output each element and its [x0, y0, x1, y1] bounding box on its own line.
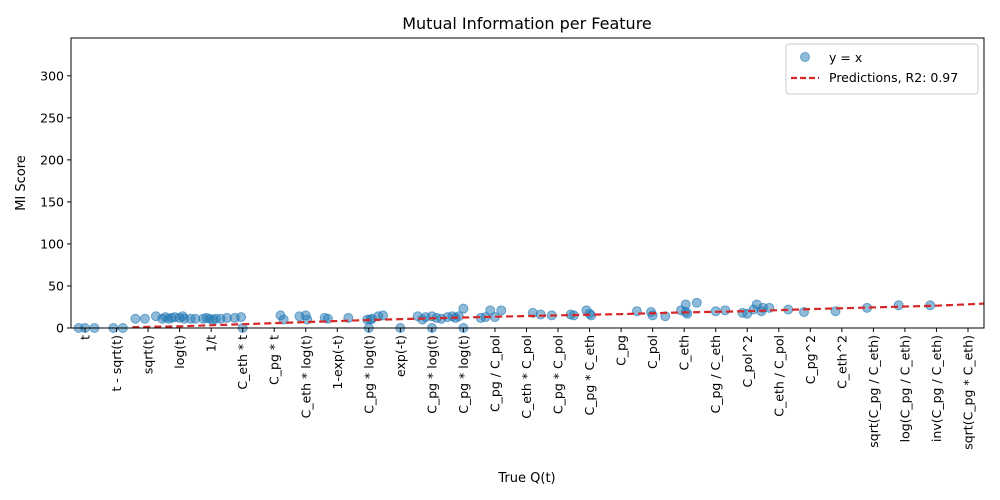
plot-marks: [73, 297, 985, 333]
x-tick-label: C_pg * log(t): [361, 335, 376, 414]
x-tick-label: C_eth / C_pol: [771, 335, 786, 417]
y-tick-label: 250: [40, 110, 64, 125]
scatter-point: [496, 305, 507, 316]
x-tick-label: 1-exp(-t): [330, 335, 345, 389]
scatter-point: [682, 308, 693, 319]
x-tick-label: C_eth * log(t): [298, 335, 313, 418]
scatter-point: [720, 305, 731, 316]
scatter-point: [535, 309, 546, 320]
x-tick-label: C_pg * C_pol: [551, 335, 566, 414]
x-tick-label: log(t): [172, 335, 187, 369]
legend-label-line: Predictions, R2: 0.97: [829, 70, 958, 85]
x-tick-label: C_pol: [645, 335, 660, 369]
scatter-point: [691, 297, 702, 308]
x-tick-label: log(C_pg / C_eth): [897, 335, 912, 442]
x-tick-label: C_pg / C_eth: [708, 335, 723, 414]
x-tick-label: t - sqrt(t): [109, 335, 124, 392]
x-tick-label: 1/t: [204, 335, 219, 352]
x-tick-label: C_pg * log(t): [456, 335, 471, 414]
prediction-line: [132, 302, 985, 329]
y-tick-label: 300: [40, 68, 64, 83]
x-tick-label: C_pol^2: [740, 335, 755, 387]
y-tick-label: 100: [40, 236, 64, 251]
x-tick-label: C_eth^2: [834, 335, 849, 389]
x-tick-label: sqrt(C_pg / C_eth): [866, 335, 881, 448]
y-axis-title: MI Score: [14, 155, 29, 211]
x-axis-title: True Q(t): [497, 471, 555, 486]
y-tick-label: 150: [40, 194, 64, 209]
plot-frame: [70, 37, 985, 329]
scatter-point: [680, 299, 691, 310]
y-axis: 0 50 100 150 200 250 300: [40, 68, 71, 336]
x-tick-label: C_pg / C_pol: [487, 335, 502, 412]
x-tick-label: sqrt(t): [141, 335, 156, 374]
chart-title: Mutual Information per Feature: [402, 14, 652, 33]
scatter-point: [485, 305, 496, 316]
x-axis: t t - sqrt(t) sqrt(t) log(t) 1/t C_eth * t C_p…: [78, 328, 976, 450]
x-tick-label: sqrt(C_pg * C_eth): [961, 335, 976, 450]
scatter-point: [139, 313, 150, 324]
x-tick-label: t: [78, 335, 93, 340]
x-tick-label: C_pg * t: [267, 335, 282, 385]
scatter-point: [130, 313, 141, 324]
y-tick-label: 0: [56, 321, 64, 336]
x-tick-label: C_pg: [614, 335, 629, 366]
x-tick-label: C_pg * C_eth: [582, 335, 597, 416]
x-tick-label: C_eth * t: [235, 335, 250, 390]
x-tick-label: inv(C_pg / C_eth): [929, 335, 944, 442]
legend: y = x Predictions, R2: 0.97: [785, 43, 979, 95]
x-tick-label: exp(-t): [393, 335, 408, 377]
x-tick-label: C_pg * log(t): [424, 335, 439, 414]
legend-marker-scatter: [800, 52, 810, 62]
legend-box: [785, 43, 979, 95]
x-tick-label: C_eth * C_pol: [519, 335, 534, 419]
y-tick-label: 50: [48, 278, 64, 293]
scatter-point: [893, 300, 904, 311]
x-tick-label: C_pg^2: [803, 335, 818, 384]
scatter-point: [236, 312, 247, 323]
scatter-point: [458, 303, 469, 314]
scatter-point: [378, 310, 389, 321]
y-tick-label: 200: [40, 152, 64, 167]
legend-label-scatter: y = x: [829, 50, 862, 65]
x-tick-label: C_eth: [677, 335, 692, 371]
